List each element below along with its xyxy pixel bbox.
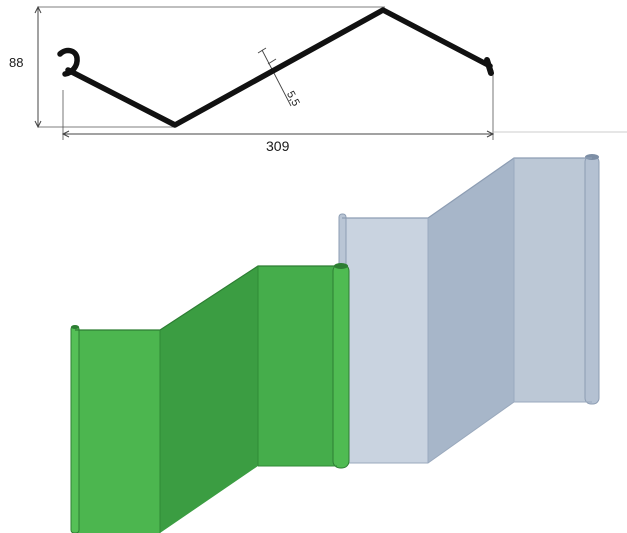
- profile-line: [65, 7, 493, 128]
- profile-outline: [57, 7, 494, 128]
- profile-drawing: 88 309 5,5: [9, 5, 627, 154]
- width-dim-label: 309: [266, 138, 290, 154]
- green-left-lip-top: [71, 325, 79, 329]
- extension-lines: [38, 6, 627, 140]
- green-top-edge: [75, 265, 337, 331]
- width-dimension: [61, 130, 495, 138]
- green-sheet-pile: [70, 263, 350, 533]
- blue-top-edge: [342, 157, 592, 219]
- green-interlock-top: [334, 263, 348, 269]
- thickness-dimension: [257, 47, 292, 107]
- green-right-interlock: [332, 263, 350, 469]
- blue-web-face: [428, 158, 514, 463]
- green-left-interlock: [70, 325, 80, 533]
- blue-sheet-pile: [338, 154, 600, 465]
- blue-front-face: [342, 218, 428, 463]
- right-interlock-tip: [484, 57, 494, 76]
- height-dimension: [34, 5, 42, 129]
- blue-right-interlock: [584, 155, 600, 405]
- green-front-face: [75, 330, 160, 533]
- blue-bottom-edge: [342, 401, 592, 464]
- green-web-face: [160, 266, 258, 533]
- blue-back-face: [514, 158, 592, 402]
- height-dim-label: 88: [9, 55, 23, 70]
- sheet-pile-3d-model: [70, 154, 600, 533]
- thickness-dim-label: 5,5: [284, 89, 302, 108]
- green-back-face: [258, 266, 337, 466]
- blue-interlock-top: [585, 154, 599, 160]
